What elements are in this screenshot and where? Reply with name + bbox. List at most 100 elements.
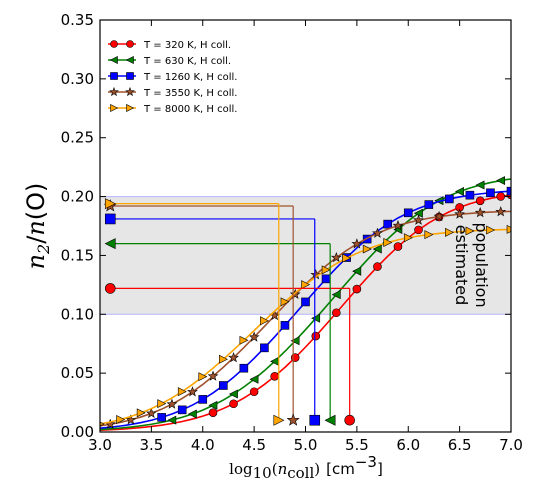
- series-point: [475, 180, 485, 190]
- legend-entry-0: T = 320 K, H coll.: [108, 40, 231, 51]
- series-point: [454, 187, 464, 196]
- series-point: [280, 321, 290, 330]
- y-tick-label: 0.20: [61, 188, 94, 206]
- x-tick-label: 7.0: [499, 436, 523, 454]
- series-point: [187, 409, 197, 419]
- series-point: [424, 230, 434, 240]
- band-label-line2: population: [472, 222, 491, 307]
- series-point: [187, 386, 198, 397]
- series-point: [248, 331, 260, 342]
- y-tick-label: 0.00: [61, 423, 94, 441]
- series-point: [167, 415, 177, 425]
- legend-marker: [109, 56, 118, 64]
- series-point: [474, 207, 486, 218]
- y-tick-label: 0.10: [61, 305, 94, 323]
- series-point: [331, 290, 341, 300]
- y-tick-label: 0.15: [61, 246, 94, 264]
- x-tick-label: 6.0: [396, 436, 420, 454]
- series-point: [362, 244, 372, 254]
- legend-marker: [126, 40, 134, 48]
- series-point: [280, 297, 290, 307]
- series-point: [198, 372, 208, 382]
- legend-marker: [110, 40, 118, 48]
- estimate-point-x: [309, 414, 321, 426]
- legend-entry-3: T = 3550 K, H coll.: [108, 86, 237, 99]
- legend: T = 320 K, H coll. T = 630 K, H coll. T = …: [108, 40, 237, 115]
- series-point: [157, 413, 166, 422]
- series-0: [100, 190, 511, 432]
- legend-label: T = 630 K, H coll.: [143, 56, 231, 67]
- series-point: [145, 407, 157, 418]
- series-point: [157, 399, 167, 409]
- series-point: [506, 186, 511, 196]
- x-tick-label: 5.0: [294, 436, 318, 454]
- series-point: [260, 316, 270, 326]
- y-tick-label: 0.30: [61, 70, 94, 88]
- x-tick-label: 3.5: [139, 436, 163, 454]
- legend-label: T = 320 K, H coll.: [143, 40, 231, 51]
- series-point: [166, 398, 178, 409]
- series-point: [424, 200, 434, 209]
- series-point: [414, 225, 423, 235]
- legend-label: T = 8000 K, H coll.: [143, 104, 237, 115]
- estimate-markers-layer: [103, 198, 355, 426]
- estimate-point-y: [104, 283, 116, 294]
- legend-marker: [126, 104, 135, 112]
- estimated-population-band: [100, 196, 511, 315]
- series-point: [208, 408, 218, 417]
- series-point: [260, 343, 269, 353]
- legend-marker: [109, 86, 119, 97]
- series-point: [301, 280, 311, 290]
- series-layer: [100, 176, 511, 432]
- legend-label: T = 1260 K, H coll.: [143, 72, 237, 83]
- series-point: [465, 226, 475, 236]
- series-point: [239, 335, 249, 345]
- series-point: [228, 389, 238, 399]
- legend-marker: [126, 72, 134, 80]
- series-point: [125, 414, 137, 425]
- estimate-point-x: [344, 414, 355, 426]
- series-point: [208, 400, 218, 410]
- series-point: [290, 353, 300, 362]
- x-tick-label: 4.5: [242, 436, 266, 454]
- series-point: [496, 176, 506, 186]
- series-point: [433, 210, 445, 222]
- y-tick-label: 0.35: [61, 11, 94, 29]
- estimate-4: [104, 198, 285, 426]
- estimate-2: [104, 213, 321, 426]
- estimate-point-x: [324, 414, 336, 426]
- series-point: [270, 372, 279, 381]
- series-4: [100, 224, 511, 427]
- series-point: [465, 190, 475, 200]
- x-axis-label: log10(ncoll) [cm−3]: [229, 453, 383, 482]
- series-point: [372, 227, 383, 238]
- series-point: [219, 354, 228, 364]
- x-tick-label: 6.5: [448, 436, 472, 454]
- legend-marker: [110, 104, 119, 112]
- series-point: [330, 252, 342, 263]
- series-point: [445, 194, 454, 204]
- series-point: [403, 208, 413, 218]
- tick-layer: 3.0 3.5 4.0 4.5 5.0 5.5 6.0 6.5 7.0 0.00 0.05 0.10 0…: [61, 11, 523, 454]
- series-point: [321, 274, 331, 284]
- series-point: [495, 206, 507, 217]
- series-point: [207, 370, 219, 381]
- band-label-line1: estimated: [452, 225, 471, 306]
- estimate-point-x: [273, 414, 285, 426]
- series-point: [486, 188, 495, 198]
- y-axis-label: n2/n(O): [22, 183, 53, 270]
- legend-marker: [110, 72, 118, 80]
- series-point: [177, 405, 187, 415]
- legend-label: T = 3550 K, H coll.: [143, 88, 237, 99]
- legend-entry-1: T = 630 K, H coll.: [108, 56, 231, 67]
- series-point: [239, 363, 249, 373]
- series-point: [136, 408, 146, 418]
- series-3: [100, 206, 511, 429]
- series-point: [393, 242, 403, 251]
- estimate-point-y: [104, 198, 116, 210]
- series-point: [219, 381, 228, 390]
- series-point: [496, 192, 506, 201]
- estimate-point-y: [104, 213, 116, 225]
- series-1: [100, 176, 511, 431]
